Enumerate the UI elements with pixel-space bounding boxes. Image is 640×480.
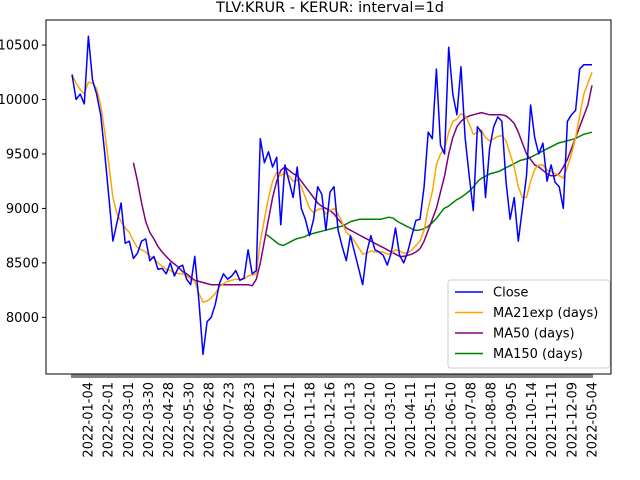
legend-label-3: MA150 (days) — [493, 347, 583, 362]
x-tick-label: 2022-05-04 — [586, 382, 601, 458]
x-tick-label: 2021-08-08 — [485, 382, 500, 458]
legend-label-1: MA21exp (days) — [493, 306, 598, 321]
x-tick-label: 2022-04-28 — [162, 382, 177, 458]
x-tick-label: 2021-05-11 — [424, 382, 439, 458]
series-line-3 — [266, 131, 593, 247]
y-tick-label: 9500 — [6, 147, 39, 162]
x-tick-label: 2020-10-21 — [283, 382, 298, 458]
x-tick-label: 2021-09-05 — [505, 382, 520, 458]
x-tick-label: 2022-06-28 — [202, 382, 217, 458]
x-tick-label: 2020-09-21 — [263, 382, 278, 458]
x-tick-label: 2021-07-08 — [465, 382, 480, 458]
x-tick-label: 2021-04-11 — [404, 382, 419, 458]
series-line-0 — [71, 35, 592, 356]
x-tick-label: 2020-08-23 — [243, 382, 258, 458]
x-tick-label: 2021-03-10 — [384, 382, 399, 458]
x-tick-label: 2021-10-14 — [525, 382, 540, 458]
x-tick-label: 2020-07-23 — [223, 382, 238, 458]
x-tick-label: 2022-03-30 — [142, 382, 157, 458]
x-tick-label: 2021-02-10 — [364, 382, 379, 458]
x-tick-label: 2020-12-16 — [323, 382, 338, 458]
x-tick-label: 2022-05-30 — [182, 382, 197, 458]
legend: Close MA21exp (days) MA50 (days) MA150 (day… — [447, 279, 611, 369]
x-tick-label: 2021-11-11 — [545, 382, 560, 458]
chart-title: TLV:KRUR - KERUR: interval=1d — [215, 0, 444, 16]
legend-box — [447, 279, 611, 369]
series-layer — [71, 35, 593, 356]
x-tick-label: 2021-12-09 — [565, 382, 580, 458]
legend-label-2: MA50 (days) — [493, 327, 575, 342]
y-tick-label: 9000 — [6, 202, 39, 217]
y-axis: 8000 8500 9000 9500 10000 10500 — [0, 39, 46, 326]
x-tick-label: 2022-01-04 — [82, 382, 97, 458]
y-tick-label: 10500 — [0, 39, 39, 54]
x-tick-label: 2020-11-18 — [303, 382, 318, 458]
x-tick-label: 2021-01-13 — [344, 382, 359, 458]
series-line-2 — [132, 85, 593, 287]
y-tick-label: 8500 — [6, 256, 39, 271]
x-tick-label: 2022-03-01 — [122, 382, 137, 458]
legend-label-0: Close — [493, 286, 528, 301]
y-tick-label: 8000 — [6, 311, 39, 326]
x-tick-label: 2021-06-10 — [444, 382, 459, 458]
y-tick-label: 10000 — [0, 93, 39, 108]
x-axis: 2022-01-04 2022-02-01 2022-03-01 2022-03-30… — [71, 374, 601, 458]
x-tick-label: 2022-02-01 — [102, 382, 117, 458]
series-line-1 — [71, 72, 593, 303]
